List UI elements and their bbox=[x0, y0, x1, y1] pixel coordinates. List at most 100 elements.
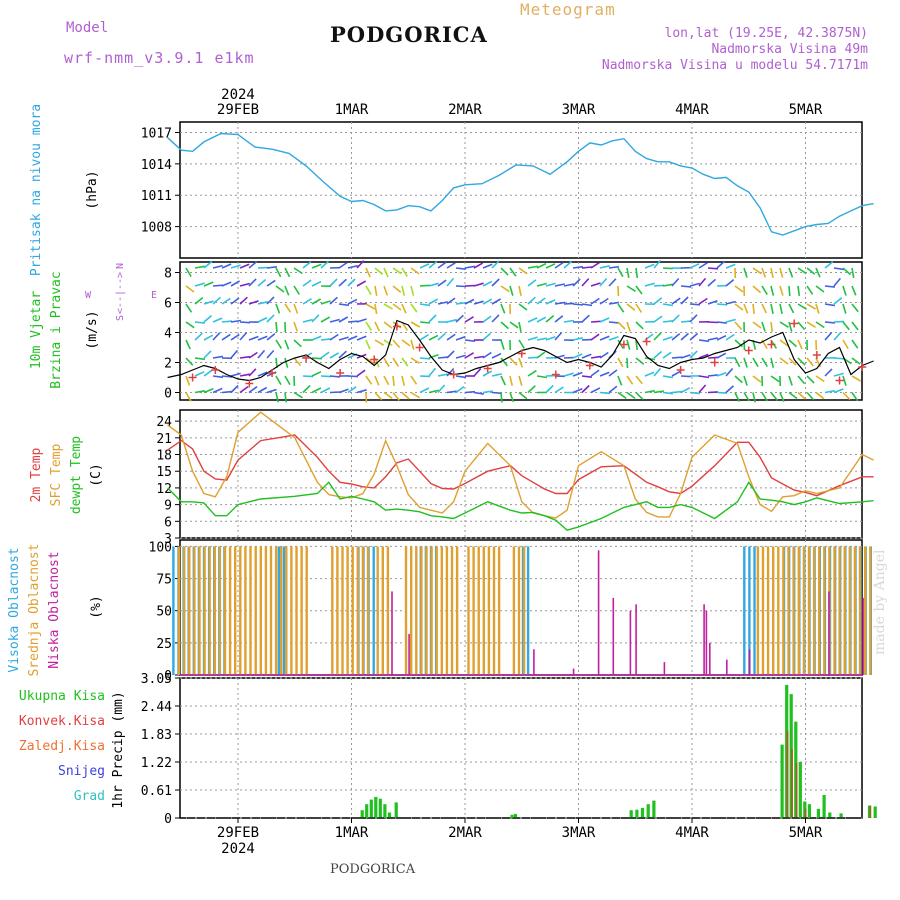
wind-arrow bbox=[626, 321, 631, 332]
rain-total-bar bbox=[798, 762, 802, 818]
wind-arrow bbox=[230, 372, 241, 377]
wind-arrow bbox=[581, 375, 592, 378]
wind-arrow bbox=[419, 334, 429, 341]
wind-arrow bbox=[437, 332, 446, 341]
wind-arrow bbox=[374, 267, 384, 276]
wind-arrow bbox=[617, 391, 627, 399]
wind-arrow bbox=[329, 296, 338, 305]
wind-arrow bbox=[185, 285, 195, 293]
mid-cloud-bar bbox=[487, 546, 491, 675]
wind-arrow bbox=[356, 318, 367, 323]
wind-arrow bbox=[203, 281, 214, 287]
wind-arrow bbox=[293, 357, 302, 367]
mid-cloud-bar bbox=[410, 546, 413, 675]
wind-arrow bbox=[536, 337, 547, 341]
rain-total-bar bbox=[807, 804, 811, 818]
wind-arrow bbox=[374, 391, 383, 401]
wind-arrow bbox=[410, 303, 418, 313]
wind-arrow bbox=[824, 389, 835, 394]
wind-arrow bbox=[482, 315, 492, 323]
wind-arrow bbox=[509, 357, 518, 366]
wind-arrow bbox=[239, 331, 248, 341]
wind-arrow bbox=[356, 260, 365, 269]
wind-arrow bbox=[275, 339, 283, 349]
wind-arrow bbox=[581, 266, 592, 269]
wind-arrow bbox=[257, 371, 268, 377]
wind-arrow bbox=[284, 357, 289, 368]
compass-north: N bbox=[115, 263, 126, 269]
wind-arrow bbox=[572, 388, 583, 394]
wind-arrow bbox=[203, 350, 212, 359]
mid-cloud-bar bbox=[239, 546, 242, 675]
wind-arrow bbox=[248, 278, 257, 287]
wind-arrow bbox=[716, 321, 727, 324]
wind-arrow bbox=[401, 267, 408, 277]
wind-arrow bbox=[527, 356, 539, 359]
mid-cloud-bar bbox=[756, 546, 760, 675]
wind-arrow bbox=[617, 375, 623, 386]
wind-arrow bbox=[626, 375, 634, 385]
wind-arrow bbox=[653, 259, 662, 269]
wind-arrow bbox=[482, 332, 492, 341]
wind-arrow bbox=[644, 371, 655, 377]
top-day-label: 5MAR bbox=[789, 102, 823, 118]
wind-arrow bbox=[221, 320, 233, 323]
wind-arrow bbox=[599, 277, 608, 287]
wind-arrow bbox=[833, 372, 844, 377]
wind-arrow bbox=[374, 285, 378, 297]
wind-arrow bbox=[518, 339, 525, 349]
wind-arrow bbox=[347, 335, 358, 341]
wind-arrow bbox=[320, 375, 332, 378]
mid-cloud-bar bbox=[833, 546, 836, 675]
wind-arrow bbox=[698, 375, 710, 379]
wind-arrow bbox=[851, 267, 855, 279]
wind-arrow bbox=[770, 267, 774, 278]
wind-arrow bbox=[392, 339, 401, 349]
ytick-label: 0 bbox=[164, 812, 172, 827]
wind-arrow bbox=[419, 303, 431, 307]
wind-arrow bbox=[806, 357, 814, 367]
mid-cloud-bar bbox=[183, 546, 186, 675]
wind-arrow bbox=[788, 391, 798, 400]
wind-unit: (m/s) bbox=[85, 310, 100, 349]
ytick-label: 1014 bbox=[141, 158, 172, 173]
wind-arrow bbox=[455, 385, 465, 394]
wind-arrow bbox=[266, 279, 276, 287]
mid-cloud-bar bbox=[346, 546, 349, 675]
wind-arrow bbox=[581, 278, 590, 287]
wind-arrow bbox=[590, 387, 601, 394]
wind-arrow bbox=[698, 277, 707, 287]
top-day-label: 3MAR bbox=[562, 102, 596, 118]
wind-arrow bbox=[329, 352, 340, 359]
wind-arrow bbox=[842, 375, 847, 386]
wind-arrow bbox=[185, 339, 191, 350]
wind-arrow bbox=[455, 375, 467, 379]
wind-arrow bbox=[734, 303, 744, 311]
wind-arrow bbox=[536, 262, 547, 269]
page-title: PODGORICA bbox=[330, 22, 488, 47]
wind-arrow bbox=[662, 336, 673, 341]
low-cloud-bar bbox=[408, 633, 410, 675]
wind-arrow bbox=[428, 298, 439, 305]
wind-arrow bbox=[185, 267, 192, 278]
wind-arrow bbox=[581, 384, 590, 394]
mid-cloud-bar bbox=[853, 546, 857, 675]
ytick-label: 9 bbox=[164, 499, 172, 514]
wind-arrow bbox=[464, 352, 475, 359]
mid-cloud-bar bbox=[517, 546, 521, 675]
wind-arrow bbox=[284, 303, 292, 313]
wind-arrow bbox=[203, 369, 213, 377]
ytick-label: 25 bbox=[156, 637, 172, 652]
wind-arrow bbox=[203, 314, 213, 323]
high-cloud-bar bbox=[526, 546, 530, 675]
wind-arrow bbox=[284, 339, 290, 350]
mid-cloud-bar bbox=[381, 546, 384, 675]
wind-arrow bbox=[473, 391, 485, 395]
mid-cloud-bar bbox=[792, 546, 795, 675]
wind-arrow bbox=[473, 300, 484, 305]
mid-cloud-bar bbox=[280, 546, 283, 675]
wind-arrow bbox=[518, 391, 528, 400]
low-cloud-bar bbox=[612, 597, 615, 675]
wind-arrow bbox=[266, 296, 275, 305]
mid-cloud-bar bbox=[198, 546, 201, 675]
